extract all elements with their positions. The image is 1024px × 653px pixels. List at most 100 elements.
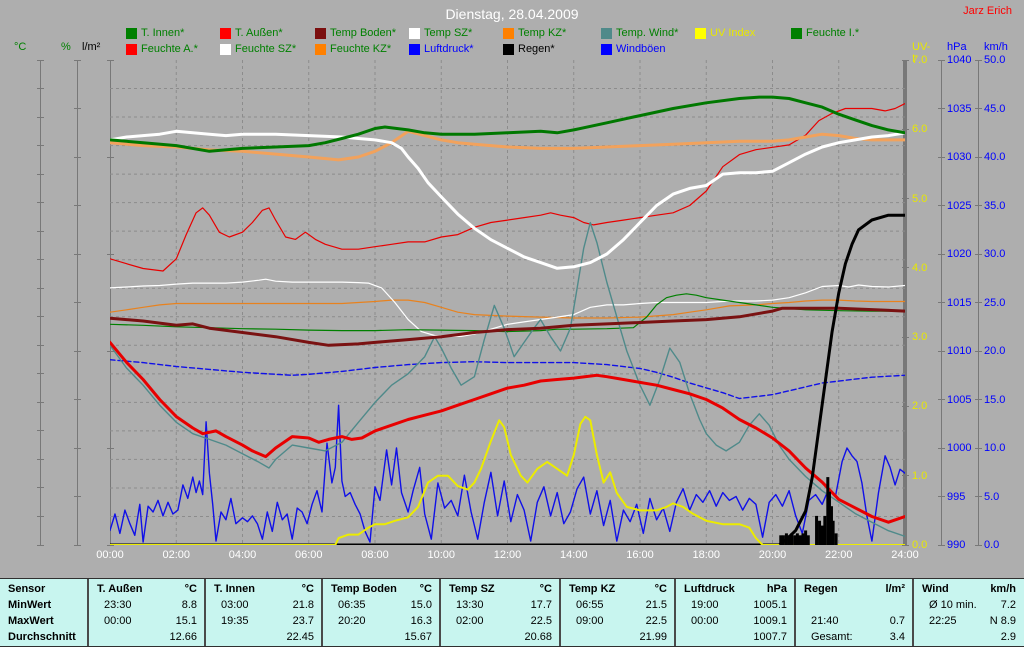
table-max-time: 21:40: [811, 615, 839, 627]
table-max-value: 1009.1: [753, 615, 787, 627]
axis-tick: [37, 487, 44, 489]
table-min-value: 15.0: [410, 599, 432, 611]
table-max-time: 20:20: [338, 615, 366, 627]
x-axis-label: 20:00: [758, 549, 787, 561]
series-uv: [110, 415, 905, 545]
table-col-unit: °C: [419, 583, 432, 595]
axis-tick: [107, 59, 114, 61]
series-feuchte_sz: [110, 278, 905, 337]
chart-title: Dienstag, 28.04.2009: [445, 6, 579, 22]
series-luftdruck: [110, 359, 905, 400]
legend-item-feuchte_kz[interactable]: Feuchte KZ*: [315, 43, 391, 55]
table-col-unit: °C: [301, 583, 314, 595]
legend-label-t_innen: T. Innen*: [141, 27, 185, 39]
table-avg-value: 3.4: [889, 631, 905, 643]
table-max-time: 00:00: [104, 615, 132, 627]
table-max-value: 0.7: [889, 615, 905, 627]
legend-swatch-t_aussen: [220, 27, 231, 39]
legend-item-luftdruck[interactable]: Luftdruck*: [409, 43, 474, 55]
axis-tick-label: 20.0: [984, 345, 1006, 357]
axis-tick: [938, 302, 945, 303]
axis-tick: [74, 253, 81, 255]
legend-item-t_innen[interactable]: T. Innen*: [126, 27, 184, 39]
legend-item-feuchte_a[interactable]: Feuchte A.*: [126, 43, 198, 55]
legend-swatch-temp_wind: [601, 27, 612, 39]
axis-tick: [975, 302, 982, 303]
table-separator: [321, 579, 323, 646]
series-feuchte_i: [110, 293, 905, 333]
axis-header-temp: °C: [14, 41, 27, 53]
table-avg-value: 20.68: [524, 631, 552, 643]
axis-tick: [37, 401, 44, 403]
table-min-value: 21.5: [645, 599, 667, 611]
legend-item-temp_kz[interactable]: Temp KZ*: [503, 27, 566, 39]
x-axis-label: 12:00: [493, 549, 522, 561]
table-min-value: 17.7: [530, 599, 552, 611]
axis-tick: [107, 544, 114, 546]
axis-tick: [938, 544, 945, 546]
legend-item-regen[interactable]: Regen*: [503, 43, 555, 55]
axis-tick-label: 4.0: [912, 261, 928, 274]
x-axis-label: 14:00: [559, 549, 588, 561]
axis-tick: [37, 116, 44, 118]
axis-tick: [37, 373, 44, 375]
axis-tick-label: 1010: [947, 345, 972, 357]
axis-tick-label: 995: [947, 490, 966, 503]
axis-tick: [938, 205, 945, 206]
legend-item-temp_boden[interactable]: Temp Boden*: [315, 27, 396, 39]
table-min-time: 06:35: [338, 599, 366, 611]
axis-tick-label: 1020: [947, 248, 972, 260]
table-separator: [204, 579, 206, 646]
axis-tick-label: 15.0: [984, 393, 1006, 406]
axis-tick-label: 1035: [947, 102, 972, 115]
legend-item-t_aussen[interactable]: T. Außen*: [220, 27, 283, 39]
legend-swatch-luftdruck: [409, 43, 420, 55]
table-separator: [439, 579, 441, 646]
legend-label-temp_sz: Temp SZ*: [424, 27, 473, 39]
x-axis-label: 00:00: [96, 549, 124, 561]
axis-line: [903, 60, 907, 545]
axis-tick: [74, 496, 81, 497]
series-temp_sz: [110, 129, 905, 270]
table-col-unit: °C: [654, 583, 667, 595]
axis-tick-label: 35.0: [984, 199, 1006, 212]
axis-line: [40, 60, 41, 545]
rain-bar: [826, 477, 830, 545]
legend-swatch-feuchte_a: [126, 43, 137, 55]
legend-item-temp_wind[interactable]: Temp. Wind*: [601, 27, 678, 39]
axis-tick: [37, 88, 44, 90]
legend-label-feuchte_i: Feuchte I.*: [806, 27, 860, 39]
legend-item-feuchte_sz[interactable]: Feuchte SZ*: [220, 43, 296, 55]
axis-tick: [37, 145, 44, 147]
x-axis-label: 06:00: [294, 549, 323, 561]
legend-swatch-temp_kz: [503, 27, 514, 39]
legend-swatch-t_innen: [126, 27, 137, 39]
stats-table: Sensor MinWert MaxWert Durchschnitt T. Außen…: [0, 578, 1024, 647]
legend-item-temp_sz[interactable]: Temp SZ*: [409, 27, 472, 39]
legend-label-t_aussen: T. Außen*: [235, 27, 283, 39]
legend-label-feuchte_kz: Feuchte KZ*: [330, 43, 392, 55]
legend-swatch-regen: [503, 43, 514, 55]
legend-item-uv_index[interactable]: UV Index: [695, 27, 755, 39]
legend-label-temp_kz: Temp KZ*: [518, 27, 567, 39]
rain-bar: [823, 515, 827, 545]
axis-tick-label: 5.0: [984, 490, 1000, 503]
axis-tick-label: 3.0: [912, 331, 928, 344]
table-avg-value: 2.9: [1000, 631, 1016, 643]
legend-item-feuchte_i[interactable]: Feuchte I.*: [791, 27, 859, 39]
legend-item-windboeen[interactable]: Windböen: [601, 43, 666, 55]
axis-tick: [107, 350, 114, 352]
axis-tick-label: 1025: [947, 199, 972, 212]
x-axis-label: 08:00: [361, 549, 389, 561]
rain-bar: [793, 535, 797, 545]
axis-tick: [902, 405, 909, 407]
rain-bar: [801, 533, 805, 545]
table-col-name: T. Innen: [214, 583, 255, 595]
legend-label-temp_wind: Temp. Wind*: [616, 27, 679, 39]
table-col-unit: km/h: [990, 583, 1016, 595]
series-feuchte_kz: [110, 299, 905, 319]
table-min-value: 21.8: [292, 599, 314, 611]
rain-bar: [795, 533, 799, 545]
table-max-value: 16.3: [410, 615, 432, 627]
axis-tick: [37, 344, 44, 346]
